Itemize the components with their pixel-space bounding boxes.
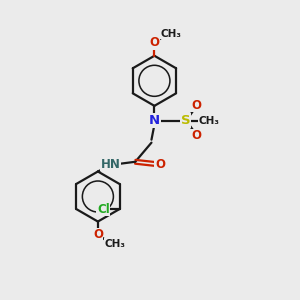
Text: O: O [93,228,103,241]
Text: O: O [155,158,165,171]
Text: S: S [181,114,190,127]
Text: O: O [191,99,202,112]
Text: Cl: Cl [97,202,110,215]
Text: CH₃: CH₃ [199,116,220,126]
Text: CH₃: CH₃ [161,29,182,39]
Text: N: N [149,114,160,127]
Text: O: O [191,129,202,142]
Text: HN: HN [100,158,121,171]
Text: CH₃: CH₃ [104,238,125,249]
Text: O: O [149,36,159,49]
